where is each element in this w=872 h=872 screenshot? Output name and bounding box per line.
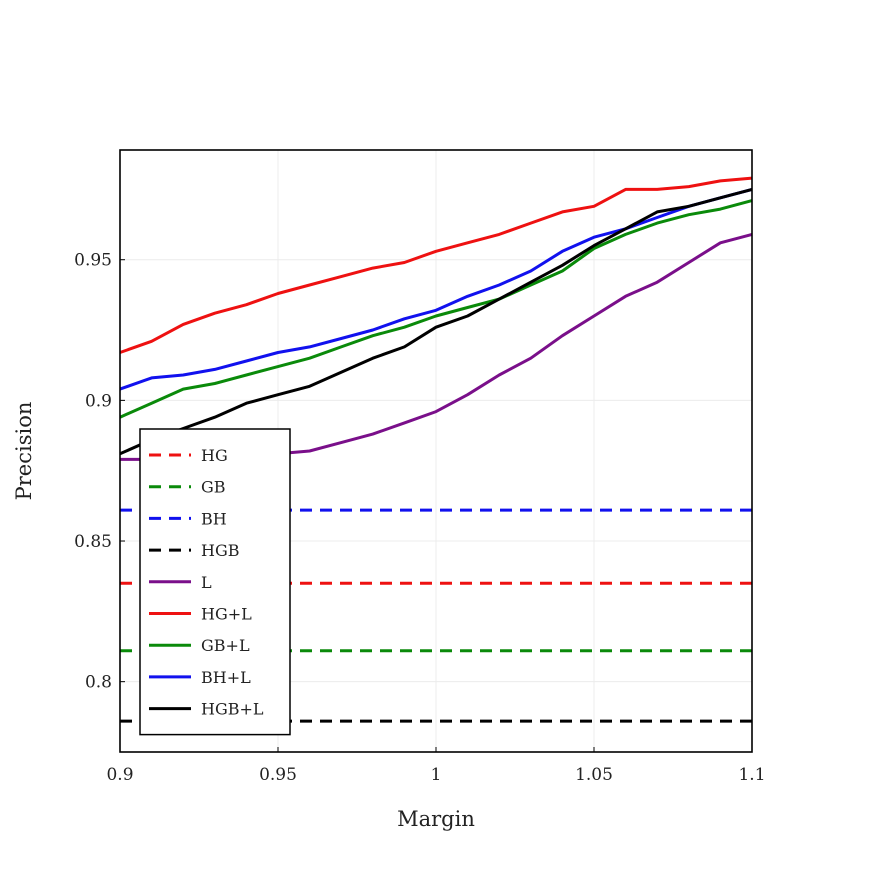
series-line-bh-plus-l [119,187,753,391]
legend-label-hg: HG [201,446,228,465]
legend-label-l: L [201,573,212,592]
series-line-hg-plus-l [119,176,753,354]
series-line-hgb-plus-l [119,187,753,456]
series-line-gb-plus-l [119,199,753,419]
legend-label-gb-plus-l: GB+L [201,636,250,655]
y-tick-label: 0.95 [74,251,112,271]
y-tick-label: 0.9 [85,391,112,411]
y-axis-label: Precision [12,402,36,501]
x-tick-label: 0.9 [106,765,133,785]
x-tick-label: 1.1 [738,765,765,785]
x-axis-label: Margin [397,807,475,831]
x-tick-label: 1 [431,765,442,785]
legend-label-hgb: HGB [201,541,240,560]
y-tick-label: 0.8 [85,673,112,693]
axis-ticks: 0.9 0.95 1 1.05 1.1 0.8 0.85 0.9 0.95 [74,251,765,785]
legend-label-bh: BH [201,509,227,528]
legend-label-hgb-plus-l: HGB+L [201,700,264,719]
legend-label-bh-plus-l: BH+L [201,668,251,687]
x-tick-label: 1.05 [575,765,613,785]
legend: HG GB BH HGB L HG+L GB+L BH+L HGB+L [139,428,291,736]
legend-label-hg-plus-l: HG+L [201,605,252,624]
y-tick-label: 0.85 [74,532,112,552]
legend-label-gb: GB [201,478,226,497]
x-tick-label: 0.95 [259,765,297,785]
